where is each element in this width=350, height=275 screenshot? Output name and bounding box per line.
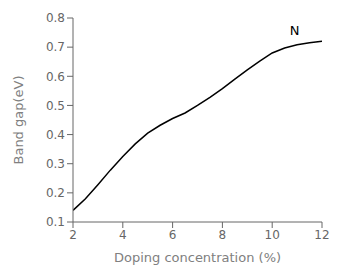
svg-text:10: 10 [265, 228, 280, 242]
svg-text:0.8: 0.8 [46, 11, 65, 25]
svg-text:4: 4 [119, 228, 127, 242]
html-text:N: N [289, 23, 300, 38]
svg-text:0.3: 0.3 [46, 157, 65, 171]
svg-text:0.4: 0.4 [46, 128, 65, 142]
svg-text:12: 12 [314, 228, 329, 242]
svg-text:2: 2 [69, 228, 77, 242]
svg-text:0.7: 0.7 [46, 40, 65, 54]
svg-text:6: 6 [169, 228, 177, 242]
svg-text:0.6: 0.6 [46, 70, 65, 84]
svg-text:0.5: 0.5 [46, 99, 65, 113]
svg-text:Doping concentration (%): Doping concentration (%) [114, 250, 281, 265]
svg-text:0.1: 0.1 [46, 215, 65, 229]
svg-text:8: 8 [219, 228, 227, 242]
svg-text:Band gap(eV): Band gap(eV) [11, 75, 26, 164]
svg-text:0.2: 0.2 [46, 186, 65, 200]
